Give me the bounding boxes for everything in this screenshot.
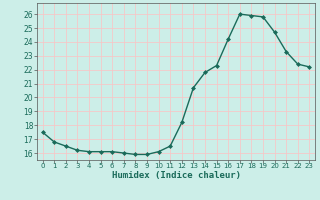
X-axis label: Humidex (Indice chaleur): Humidex (Indice chaleur): [111, 171, 241, 180]
